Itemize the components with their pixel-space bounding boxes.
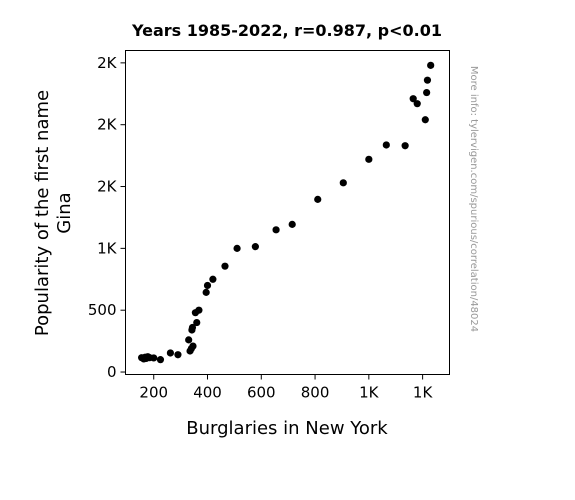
scatter-point	[423, 88, 431, 97]
scatter-point	[195, 306, 203, 314]
y-tick-label: 0	[107, 363, 117, 381]
x-axis-label: Burglaries in New York	[186, 418, 388, 439]
x-tick-label: 1K	[359, 384, 380, 402]
scatter-point	[401, 142, 409, 150]
y-axis-label-line-1: Popularity of the first name	[32, 90, 53, 336]
scatter-point	[382, 141, 390, 149]
scatter-point	[203, 281, 212, 290]
scatter-point	[166, 349, 175, 357]
scatter-point	[423, 76, 432, 84]
scatter-point	[185, 336, 193, 344]
scatter-point	[339, 179, 347, 187]
scatter-point	[251, 243, 259, 251]
scatter-point	[421, 116, 429, 124]
y-axis-label-line-2: Gina	[54, 192, 75, 233]
x-tick-label: 1K	[413, 384, 434, 402]
scatter-point	[413, 100, 421, 108]
chart-title: Years 1985-2022, r=0.987, p<0.01	[131, 21, 442, 40]
scatter-point	[156, 356, 165, 364]
scatter-point	[365, 155, 373, 163]
y-axis-label: Popularity of the first name Gina	[32, 90, 75, 336]
x-tick-label: 800	[301, 384, 330, 402]
scatter-point	[188, 323, 197, 332]
x-tick-label: 400	[193, 384, 222, 402]
scatter-point	[409, 95, 417, 103]
x-tick-label: 600	[247, 384, 276, 402]
scatter-point	[233, 244, 241, 252]
y-tick-label: 2K	[97, 116, 118, 134]
data-points	[138, 61, 435, 364]
scatter-point	[288, 220, 296, 228]
y-tick-label: 2K	[97, 54, 118, 72]
scatter-point	[193, 318, 201, 327]
watermark: More info: tylervigen.com/spurious/corre…	[468, 66, 479, 332]
y-tick-label: 500	[88, 301, 117, 319]
scatter-point	[189, 342, 197, 350]
scatter-point	[202, 288, 210, 296]
scatter-point	[314, 195, 322, 203]
scatter-point	[221, 262, 229, 270]
plot-frame	[125, 50, 450, 375]
x-tick-label: 200	[139, 384, 168, 402]
scatter-point	[150, 354, 158, 362]
y-tick-label: 1K	[97, 239, 118, 257]
scatter-point	[174, 351, 182, 359]
y-tick-label: 2K	[97, 178, 118, 196]
scatter-point	[209, 275, 217, 283]
axis-ticks: 200 400 600 800 1K 1K 0 500 1K 2K 2K 2K	[88, 54, 434, 402]
scatter-point	[272, 226, 280, 234]
scatter-point	[427, 61, 435, 69]
